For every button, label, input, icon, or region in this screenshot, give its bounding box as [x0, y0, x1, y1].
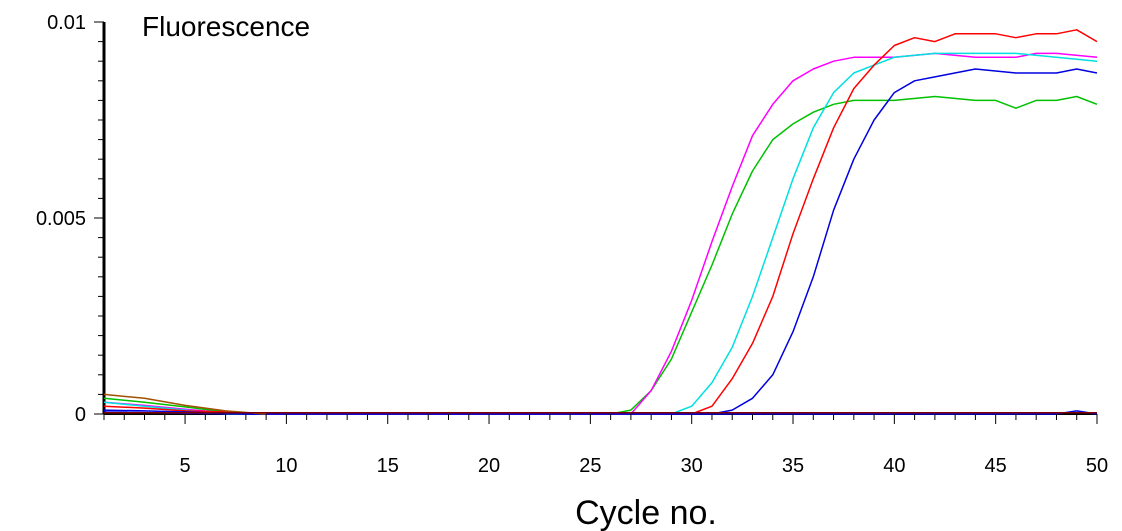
- x-tick-label: 5: [179, 455, 190, 477]
- y-tick-label: 0.005: [36, 208, 86, 230]
- x-tick-label: 40: [883, 455, 905, 477]
- series-layer: [103, 29, 1098, 415]
- x-tick-label: 30: [681, 455, 703, 477]
- x-tick-label: 45: [985, 455, 1007, 477]
- y-axis-title: Fluorescence: [142, 11, 310, 42]
- series-line-5: [103, 68, 1098, 415]
- x-tick-label: 10: [275, 455, 297, 477]
- x-tick-label: 25: [579, 455, 601, 477]
- x-tick-label: 50: [1086, 455, 1108, 477]
- x-axis-title: Cycle no.: [575, 494, 717, 531]
- series-line-2: [103, 52, 1098, 415]
- tick-layer: 5 10 15 20 25 30 35 40 45 50 0 0.005 0.01: [36, 12, 1108, 477]
- y-tick-label: 0: [75, 404, 86, 426]
- series-line-3: [103, 52, 1098, 415]
- series-line-7: [103, 393, 267, 415]
- x-tick-label: 15: [377, 455, 399, 477]
- chart-axes: [102, 22, 1097, 415]
- y-tick-label: 0.01: [47, 12, 86, 34]
- x-tick-label: 20: [478, 455, 500, 477]
- series-line-4: [103, 29, 1098, 415]
- x-tick-label: 35: [782, 455, 804, 477]
- series-line-1: [103, 95, 1098, 415]
